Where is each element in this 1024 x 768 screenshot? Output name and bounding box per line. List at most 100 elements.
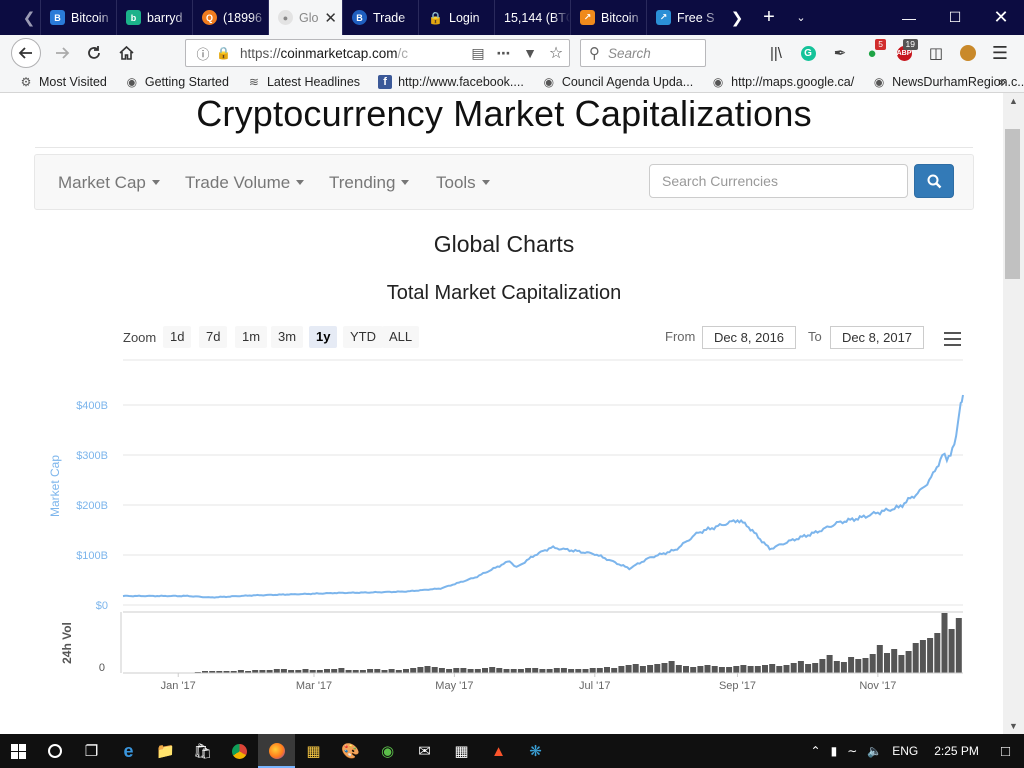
paint-icon[interactable]: 🎨 [341, 743, 360, 760]
grammarly-icon[interactable]: G [792, 38, 824, 68]
bookmark-latest-headlines[interactable]: ≋ Latest Headlines [247, 75, 360, 89]
browser-tab[interactable]: B Bitcoin [40, 0, 116, 35]
browser-tab-active[interactable]: ● Glo ✕ [268, 0, 342, 35]
search-button[interactable] [914, 164, 954, 198]
scrollbar-thumb[interactable] [1005, 129, 1020, 279]
browser-tab[interactable]: 15,144 (BTC [494, 0, 570, 35]
chrome-icon[interactable] [221, 734, 258, 768]
bookmark-news-durham[interactable]: ◉ NewsDurhamRegion.c... [872, 75, 1024, 89]
volume-bar [955, 618, 962, 673]
bookmark-getting-started[interactable]: ◉ Getting Started [125, 75, 229, 89]
tab-favicon: ● [278, 10, 293, 25]
reader-view-icon[interactable]: ▤ [471, 44, 485, 61]
zoom-ytd-button[interactable]: YTD [343, 326, 383, 348]
globe-app-icon[interactable]: ◉ [380, 743, 395, 760]
url-text[interactable]: https://coinmarketcap.com/c [240, 46, 428, 61]
more-bookmarks-icon[interactable]: » [998, 73, 1006, 89]
zoom-1m-button[interactable]: 1m [235, 326, 268, 348]
caret-down-icon [401, 180, 410, 185]
market-cap-chart[interactable]: $0 $100B $200B $300B $400B Market Cap 24h Vol 0… [5, 355, 1003, 734]
zoom-7d-button[interactable]: 7d [199, 326, 228, 348]
menu-icon[interactable]: ☰ [991, 42, 1009, 63]
pocket-icon[interactable]: ▼ [523, 45, 537, 61]
start-windows-icon[interactable] [0, 734, 36, 768]
sidebar-icon[interactable]: ◫ [928, 45, 944, 62]
clock[interactable]: 2:25 PM [934, 744, 979, 758]
monkey-addon-icon[interactable] [952, 38, 984, 68]
home-button[interactable] [110, 38, 142, 68]
page-actions-icon[interactable]: ⋯ [496, 44, 512, 61]
currency-search-input[interactable]: Search Currencies [649, 164, 908, 198]
eyedropper-icon[interactable]: ✒ [833, 45, 847, 62]
bookmark-most-visited[interactable]: ⚙ Most Visited [19, 75, 107, 89]
search-bar[interactable]: ⚲ Search [580, 39, 706, 67]
facebook-icon: f [378, 74, 393, 89]
volume-bar [245, 671, 252, 673]
scroll-tabs-right-icon[interactable]: ❯ [730, 9, 744, 27]
info-icon[interactable]: ⓘ [196, 46, 210, 62]
green-addon-icon[interactable]: ● 5 [856, 38, 888, 68]
forward-button[interactable] [46, 38, 78, 68]
nav-trending[interactable]: Trending [329, 173, 410, 193]
browser-tab[interactable]: Q (18996 [192, 0, 268, 35]
zoom-1y-button[interactable]: 1y [309, 326, 338, 348]
close-tab-icon[interactable]: ✕ [324, 10, 337, 27]
page-scrollbar[interactable]: ▲ ▼ [1003, 93, 1024, 734]
mail-icon[interactable]: ✉ [418, 743, 431, 760]
browser-tab[interactable]: B Trade [342, 0, 418, 35]
volume-bar [331, 669, 338, 673]
list-tabs-icon[interactable]: ⌄ [796, 12, 806, 24]
zoom-3m-button[interactable]: 3m [271, 326, 304, 348]
scroll-down-icon[interactable]: ▼ [1009, 721, 1018, 731]
volume-bar [639, 666, 646, 673]
new-tab-icon[interactable]: + [763, 6, 775, 28]
calculator-icon[interactable]: ▦ [454, 743, 469, 760]
reload-button[interactable] [78, 38, 110, 68]
nav-market-cap[interactable]: Market Cap [58, 173, 160, 193]
adblock-icon[interactable]: ABP 19 [888, 38, 920, 68]
nav-tools[interactable]: Tools [436, 173, 490, 193]
volume-bar [546, 669, 553, 673]
close-window-icon[interactable]: ✕ [993, 7, 1009, 27]
page-viewport: Cryptocurrency Market Capitalizations Ma… [0, 93, 1003, 734]
back-button[interactable] [11, 38, 41, 68]
from-label: From [665, 329, 696, 344]
bookmark-facebook[interactable]: f http://www.facebook.... [378, 74, 524, 89]
file-explorer-icon[interactable]: 📁 [156, 743, 175, 760]
wifi-icon[interactable]: ∼ [847, 744, 858, 758]
firefox-icon[interactable] [258, 734, 295, 768]
chart-menu-icon[interactable] [944, 332, 961, 350]
nav-label: Trending [329, 173, 396, 192]
zoom-all-button[interactable]: ALL [382, 326, 420, 348]
to-date-input[interactable]: Dec 8, 2017 [830, 326, 924, 349]
from-date-input[interactable]: Dec 8, 2016 [702, 326, 796, 349]
notifications-icon[interactable]: □ [1000, 742, 1010, 760]
store-icon[interactable]: 🛍 [192, 743, 213, 760]
browser-tab[interactable]: ↗ Free S [646, 0, 722, 35]
bookmark-star-icon[interactable]: ☆ [548, 45, 564, 62]
cortana-icon[interactable] [36, 734, 73, 768]
app-icon[interactable]: ❋ [529, 743, 542, 760]
show-hidden-icons-icon[interactable]: ⌃ [810, 744, 821, 758]
url-bar[interactable]: ⓘ 🔒 https://coinmarketcap.com/c ▤ ⋯ ▼ ☆ [185, 39, 570, 67]
calculator-grid-icon[interactable]: ▦ [306, 743, 321, 760]
browser-tab[interactable]: b barryd [116, 0, 192, 35]
language-indicator[interactable]: ENG [892, 744, 919, 758]
volume-icon[interactable]: 🔈 [867, 744, 883, 758]
browser-tab[interactable]: 🔒 Login [418, 0, 494, 35]
brave-icon[interactable]: ▲ [491, 742, 506, 760]
library-icon[interactable]: ||\ [770, 44, 782, 62]
edge-icon[interactable]: e [123, 740, 134, 761]
bookmark-council-agenda[interactable]: ◉ Council Agenda Upda... [542, 75, 694, 89]
bookmark-google-maps[interactable]: ◉ http://maps.google.ca/ [711, 75, 854, 89]
zoom-1d-button[interactable]: 1d [163, 326, 192, 348]
scroll-up-icon[interactable]: ▲ [1009, 96, 1018, 106]
browser-tab[interactable]: ↗ Bitcoin [570, 0, 646, 35]
scroll-tabs-left-icon[interactable]: ❮ [22, 9, 36, 27]
battery-icon[interactable]: ▮ [830, 744, 838, 758]
task-view-icon[interactable]: ❐ [84, 743, 99, 760]
nav-trade-volume[interactable]: Trade Volume [185, 173, 305, 193]
minimize-icon[interactable]: — [902, 9, 916, 26]
volume-bar [733, 666, 740, 673]
maximize-icon[interactable]: ☐ [948, 9, 962, 25]
